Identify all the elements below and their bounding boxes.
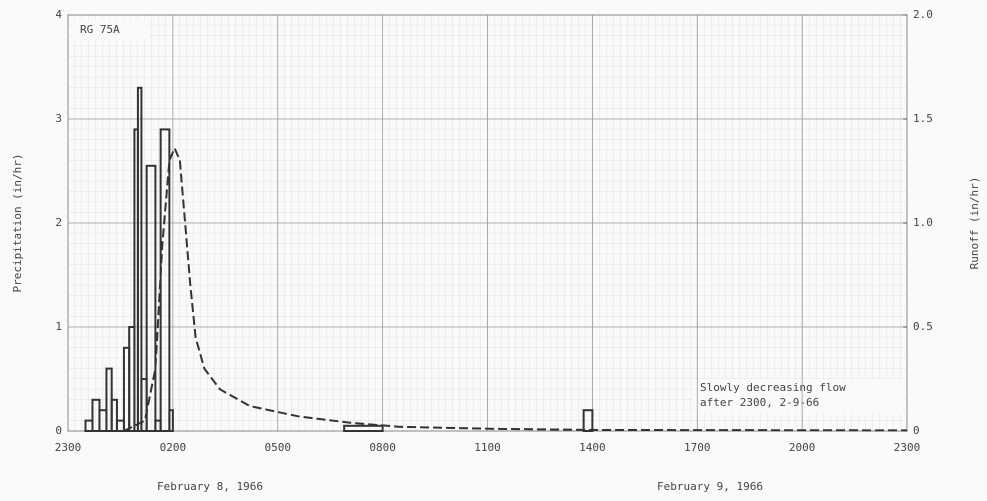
y2-tick-label: 0 — [913, 424, 920, 437]
y2-tick-label: 1.5 — [913, 112, 933, 125]
y2-axis-label: Runoff (in/hr) — [968, 177, 981, 270]
y2-tick-label: 0.5 — [913, 320, 933, 333]
y-axis-label: Precipitation (in/hr) — [11, 153, 24, 292]
bar — [343, 424, 384, 432]
y-tick-label: 2 — [55, 216, 62, 229]
bar — [168, 409, 174, 433]
annotation: after 2300, 2-9-66 — [700, 396, 819, 409]
x-tick-label: 0800 — [369, 441, 396, 454]
annotation-box — [693, 379, 903, 413]
x-tick-label: 1700 — [684, 441, 711, 454]
bar — [145, 164, 157, 433]
x-tick-label: 1400 — [579, 441, 606, 454]
y2-tick-label: 1.0 — [913, 216, 933, 229]
y2-tick-label: 2.0 — [913, 8, 933, 21]
bar — [159, 128, 171, 432]
x-tick-label: 2300 — [894, 441, 921, 454]
x-tick-label: 0500 — [265, 441, 292, 454]
runoff-line — [123, 145, 908, 432]
bar — [136, 86, 143, 433]
annotation: Slowly decreasing flow — [700, 381, 846, 394]
y-tick-label: 1 — [55, 320, 62, 333]
x-tick-label: 2000 — [789, 441, 816, 454]
y-tick-label: 3 — [55, 112, 62, 125]
date-label: February 8, 1966 — [157, 480, 263, 493]
station-box — [72, 20, 148, 40]
bar — [110, 398, 118, 432]
station-label: RG 75A — [80, 23, 120, 36]
x-tick-label: 0200 — [160, 441, 187, 454]
x-tick-label: 1100 — [474, 441, 501, 454]
y-tick-label: 4 — [55, 8, 62, 21]
bar — [582, 409, 594, 433]
y-tick-label: 0 — [55, 424, 62, 437]
x-tick-label: 2300 — [55, 441, 82, 454]
date-label: February 9, 1966 — [657, 480, 763, 493]
